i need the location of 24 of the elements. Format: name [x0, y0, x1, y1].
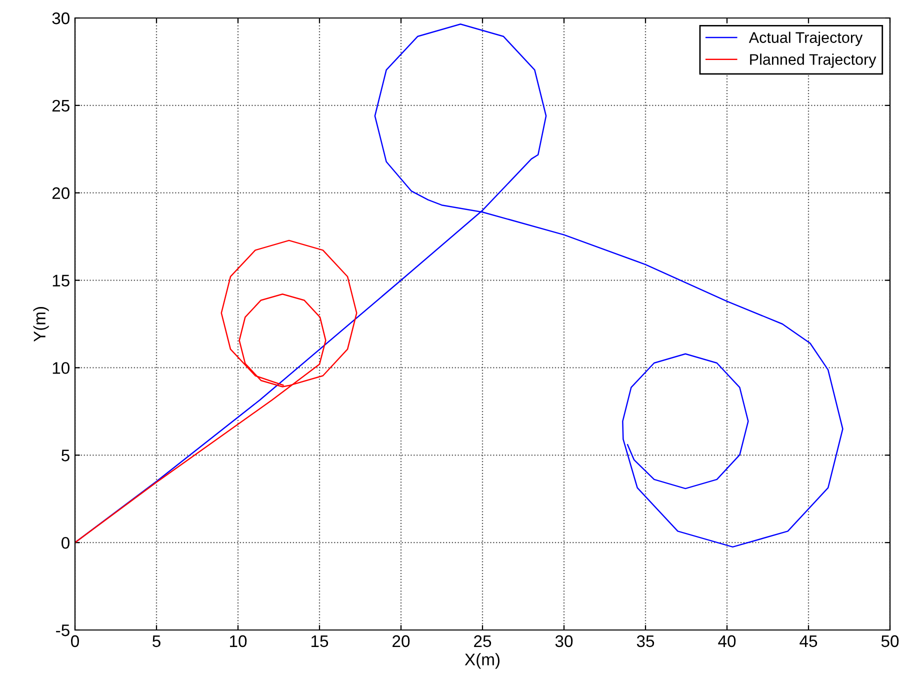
x-axis-title: X(m) [464, 653, 500, 669]
x-tick-label: 5 [152, 635, 160, 648]
y-tick-label: 0 [62, 536, 70, 549]
y-tick-label: -5 [56, 624, 70, 636]
y-tick-label: 20 [52, 187, 70, 200]
x-tick-label: 15 [312, 635, 328, 648]
y-tick-label: 15 [52, 274, 70, 286]
y-tick-label: 10 [52, 362, 70, 374]
x-tick-label: 45 [800, 635, 818, 648]
x-tick-label: 20 [392, 635, 410, 648]
x-tick-label: 30 [555, 635, 573, 648]
legend-label: Planned Trajectory [750, 54, 876, 68]
x-tick-label: 0 [71, 635, 79, 648]
y-tick-label: 25 [52, 100, 70, 112]
y-tick-label: 5 [62, 450, 70, 462]
x-tick-label: 10 [230, 635, 247, 648]
x-tick-label: 35 [636, 635, 654, 648]
x-tick-label: 25 [474, 635, 492, 648]
line-series [75, 240, 358, 544]
legend-label: Actual Trajectory [748, 32, 863, 46]
y-axis-title: Y(m) [33, 306, 49, 342]
y-tick-label: 30 [52, 12, 70, 24]
x-tick-label: 50 [881, 635, 899, 648]
x-tick-label: 40 [718, 635, 736, 648]
